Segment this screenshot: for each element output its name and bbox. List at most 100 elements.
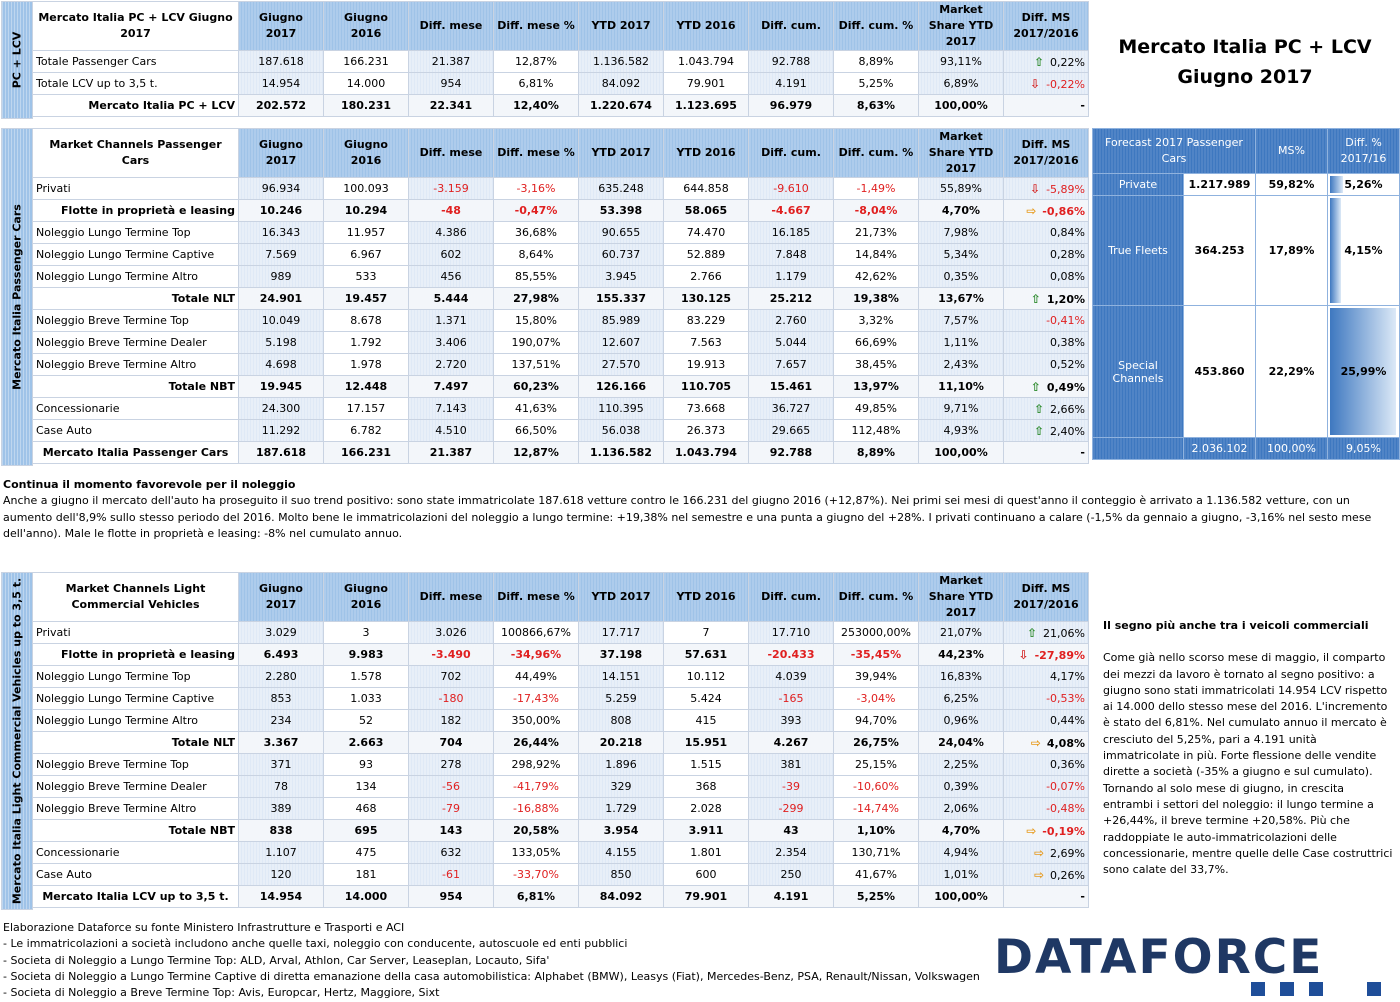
column-header: Market Share YTD 2017 bbox=[918, 128, 1004, 178]
cell-value: -56 bbox=[408, 775, 494, 798]
cell-value: -61 bbox=[408, 863, 494, 886]
cell-value: 21,73% bbox=[833, 221, 919, 244]
cell-value: -39 bbox=[748, 775, 834, 798]
column-header: Giugno 2016 bbox=[323, 572, 409, 622]
diff-ms-cell: ⇨ 2,69% bbox=[1003, 841, 1089, 864]
cell-value: 20,58% bbox=[493, 819, 579, 842]
row-label: Noleggio Lungo Termine Captive bbox=[32, 687, 239, 710]
cell-value: 2.766 bbox=[663, 265, 749, 288]
diff-ms-value: 0,36% bbox=[1050, 758, 1085, 771]
commentary-title: Continua il momento favorevole per il no… bbox=[3, 478, 296, 491]
cell-value: 6,81% bbox=[493, 885, 579, 908]
cell-value: 7,98% bbox=[918, 221, 1004, 244]
cell-value: 7.143 bbox=[408, 397, 494, 420]
diff-ms-value: 2,69% bbox=[1050, 846, 1085, 860]
cell-value: 5,25% bbox=[833, 885, 919, 908]
column-header: Diff. mese % bbox=[493, 1, 579, 51]
cell-value: 110.395 bbox=[578, 397, 664, 420]
forecast-total-value: 2.036.102 bbox=[1183, 437, 1256, 460]
cell-value: 14.954 bbox=[238, 885, 324, 908]
cell-value: 130.125 bbox=[663, 287, 749, 310]
column-header: Diff. MS 2017/2016 bbox=[1003, 128, 1089, 178]
forecast-label: True Fleets bbox=[1092, 195, 1184, 306]
cell-value: 12,87% bbox=[493, 441, 579, 464]
table-row: Noleggio Breve Termine Altro 389 468 -79 -16… bbox=[32, 797, 1089, 820]
cell-value: 100,00% bbox=[918, 94, 1004, 117]
row-label: Mercato Italia PC + LCV bbox=[32, 94, 239, 117]
diff-ms-cell: ⇩ -0,22% bbox=[1003, 72, 1089, 95]
diff-ms-value: 2,40% bbox=[1050, 424, 1085, 438]
diff-ms-value: -0,41% bbox=[1046, 314, 1085, 327]
cell-value: -180 bbox=[408, 687, 494, 710]
cell-value: 17.717 bbox=[578, 621, 664, 644]
cell-value: 1.043.794 bbox=[663, 50, 749, 73]
diff-ms-cell: 0,84% bbox=[1003, 221, 1089, 244]
forecast-row: Special Channels 453.860 22,29% 25,99% bbox=[1092, 305, 1400, 438]
forecast-diff-bar bbox=[1330, 308, 1396, 435]
table-row: Noleggio Breve Termine Dealer 78 134 -56 -41… bbox=[32, 775, 1089, 798]
cell-value: 808 bbox=[578, 709, 664, 732]
cell-value: 14.000 bbox=[323, 72, 409, 95]
arrow-down-icon: ⇩ bbox=[1030, 76, 1041, 91]
diff-ms-value: 2,66% bbox=[1050, 402, 1085, 416]
cell-value: -9.610 bbox=[748, 177, 834, 200]
cell-value: 41,63% bbox=[493, 397, 579, 420]
forecast-value: 1.217.989 bbox=[1183, 173, 1256, 196]
cell-value: 13,97% bbox=[833, 375, 919, 398]
table-row: Noleggio Breve Termine Dealer 5.198 1.792 3… bbox=[32, 331, 1089, 354]
arrow-up-icon: ⇧ bbox=[1033, 401, 1045, 416]
forecast-total-row: 2.036.102 100,00% 9,05% bbox=[1092, 437, 1400, 460]
table-row: Case Auto 11.292 6.782 4.510 66,50% 56.038 26.… bbox=[32, 419, 1089, 442]
table-row: Noleggio Lungo Termine Altro 234 52 182 350,… bbox=[32, 709, 1089, 732]
diff-ms-cell: 4,17% bbox=[1003, 665, 1089, 688]
cell-value: 16.185 bbox=[748, 221, 834, 244]
cell-value: 368 bbox=[663, 775, 749, 798]
cell-value: 0,35% bbox=[918, 265, 1004, 288]
cell-value: 0,39% bbox=[918, 775, 1004, 798]
diff-ms-value: -0,86% bbox=[1042, 204, 1085, 218]
cell-value: 44,49% bbox=[493, 665, 579, 688]
cell-value: 202.572 bbox=[238, 94, 324, 117]
forecast-diff-bar bbox=[1330, 176, 1343, 193]
cell-value: 93,11% bbox=[918, 50, 1004, 73]
diff-ms-cell: -0,41% bbox=[1003, 309, 1089, 332]
cell-value: 1.136.582 bbox=[578, 441, 664, 464]
cell-value: 7.569 bbox=[238, 243, 324, 266]
cell-value: 9.983 bbox=[323, 643, 409, 666]
cell-value: -0,47% bbox=[493, 199, 579, 222]
cell-value: 83.229 bbox=[663, 309, 749, 332]
cell-value: -20.433 bbox=[748, 643, 834, 666]
cell-value: 2,43% bbox=[918, 353, 1004, 376]
column-header: Diff. MS 2017/2016 bbox=[1003, 1, 1089, 51]
forecast-ms: 17,89% bbox=[1255, 195, 1328, 306]
row-label: Privati bbox=[32, 621, 239, 644]
cell-value: 187.618 bbox=[238, 441, 324, 464]
passenger-cars-table: Market Channels Passenger Cars Giugno 201… bbox=[32, 128, 1089, 464]
column-header: Diff. mese bbox=[408, 128, 494, 178]
cell-value: 166.231 bbox=[323, 50, 409, 73]
diff-ms-value: 0,28% bbox=[1050, 248, 1085, 261]
cell-value: 1.371 bbox=[408, 309, 494, 332]
cell-value: 14.954 bbox=[238, 72, 324, 95]
forecast-diff-value: 25,99% bbox=[1340, 365, 1387, 378]
cell-value: 1.792 bbox=[323, 331, 409, 354]
cell-value: -14,74% bbox=[833, 797, 919, 820]
cell-value: 475 bbox=[323, 841, 409, 864]
table-head-label: Mercato Italia PC + LCV Giugno 2017 bbox=[32, 1, 239, 51]
cell-value: 42,62% bbox=[833, 265, 919, 288]
cell-value: 0,96% bbox=[918, 709, 1004, 732]
cell-value: 4.039 bbox=[748, 665, 834, 688]
row-label: Noleggio Breve Termine Altro bbox=[32, 353, 239, 376]
cell-value: 11.292 bbox=[238, 419, 324, 442]
cell-value: 7.848 bbox=[748, 243, 834, 266]
cell-value: 100866,67% bbox=[493, 621, 579, 644]
cell-value: 44,23% bbox=[918, 643, 1004, 666]
cell-value: 19.457 bbox=[323, 287, 409, 310]
cell-value: 24,04% bbox=[918, 731, 1004, 754]
row-label: Noleggio Lungo Termine Altro bbox=[32, 709, 239, 732]
cell-value: 26,75% bbox=[833, 731, 919, 754]
cell-value: 3.029 bbox=[238, 621, 324, 644]
table-row: Noleggio Breve Termine Altro 4.698 1.978 2.… bbox=[32, 353, 1089, 376]
commentary-lcv: Il segno più anche tra i veicoli commerc… bbox=[1103, 618, 1395, 878]
diff-ms-cell: ⇩ -5,89% bbox=[1003, 177, 1089, 200]
